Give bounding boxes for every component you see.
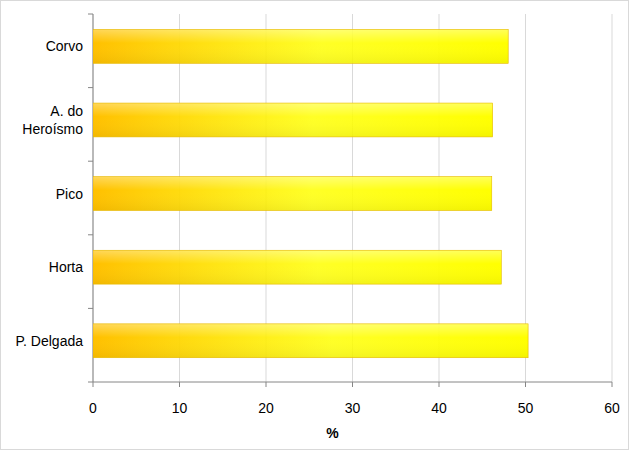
bar-shine — [93, 29, 508, 63]
bar-group — [93, 177, 492, 211]
x-tick-label: 30 — [345, 400, 361, 416]
y-tick — [88, 87, 93, 88]
bars — [93, 29, 528, 357]
x-tick-label: 10 — [172, 400, 188, 416]
x-axis-label: % — [326, 425, 339, 441]
bar — [93, 29, 508, 63]
chart-svg: 0 10 20 30 40 50 60 P. Delgada Horta Pico A. doHer… — [0, 0, 629, 450]
y-tick-label: Corvo — [46, 38, 84, 54]
y-tick — [88, 308, 93, 309]
bar-group — [93, 103, 493, 137]
bar-group — [93, 250, 501, 284]
y-tick-label: A. doHeroísmo — [22, 103, 83, 137]
bar — [93, 250, 501, 284]
bar-group — [93, 324, 528, 358]
chart-frame — [1, 1, 629, 450]
x-tick-label: 0 — [89, 400, 97, 416]
y-tick — [88, 14, 93, 15]
bar — [93, 177, 492, 211]
x-tick-label: 20 — [258, 400, 274, 416]
x-axis — [93, 382, 612, 383]
x-tick — [352, 382, 353, 387]
x-tick-label: 50 — [518, 400, 534, 416]
x-tick — [266, 382, 267, 387]
y-tick — [88, 382, 93, 383]
bar — [93, 103, 493, 137]
y-tick-label: Pico — [56, 186, 83, 202]
x-tick — [612, 382, 613, 387]
y-tick — [88, 161, 93, 162]
bar-shine — [93, 324, 528, 358]
x-tick — [93, 382, 94, 387]
x-tick — [179, 382, 180, 387]
bar — [93, 324, 528, 358]
bar-shine — [93, 250, 501, 284]
bar-shine — [93, 177, 492, 211]
x-tick-label: 40 — [431, 400, 447, 416]
x-tick — [439, 382, 440, 387]
bar-shine — [93, 103, 493, 137]
grid-line — [612, 14, 613, 382]
y-tick — [88, 234, 93, 235]
y-tick-label: Horta — [49, 259, 83, 275]
x-tick — [525, 382, 526, 387]
x-tick-label: 60 — [604, 400, 620, 416]
y-tick-label: P. Delgada — [16, 333, 84, 349]
bar-group — [93, 29, 508, 63]
chart-container: 0 10 20 30 40 50 60 P. Delgada Horta Pico A. doHer… — [0, 0, 629, 450]
